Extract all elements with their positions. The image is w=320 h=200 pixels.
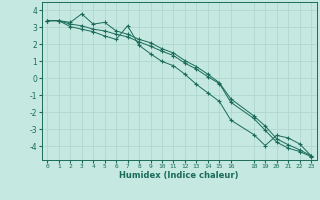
X-axis label: Humidex (Indice chaleur): Humidex (Indice chaleur) [119,171,239,180]
